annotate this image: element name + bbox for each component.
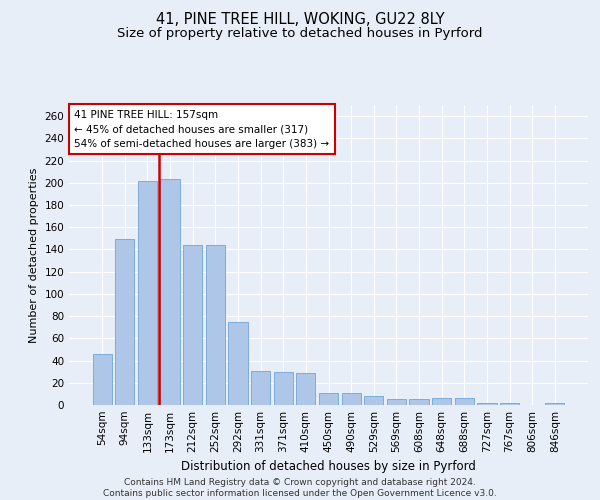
Bar bbox=[138, 180, 157, 405]
Bar bbox=[115, 240, 134, 405]
Bar bbox=[387, 400, 406, 405]
Bar bbox=[545, 403, 565, 405]
Bar bbox=[500, 403, 519, 405]
Bar bbox=[296, 373, 316, 405]
Text: 41 PINE TREE HILL: 157sqm
← 45% of detached houses are smaller (317)
54% of semi: 41 PINE TREE HILL: 157sqm ← 45% of detac… bbox=[74, 110, 329, 149]
Bar bbox=[477, 403, 497, 405]
Bar bbox=[160, 180, 180, 405]
Bar bbox=[92, 354, 112, 405]
Bar bbox=[455, 398, 474, 405]
Text: Contains HM Land Registry data © Crown copyright and database right 2024.
Contai: Contains HM Land Registry data © Crown c… bbox=[103, 478, 497, 498]
X-axis label: Distribution of detached houses by size in Pyrford: Distribution of detached houses by size … bbox=[181, 460, 476, 473]
Bar bbox=[341, 393, 361, 405]
Text: 41, PINE TREE HILL, WOKING, GU22 8LY: 41, PINE TREE HILL, WOKING, GU22 8LY bbox=[155, 12, 445, 28]
Bar bbox=[274, 372, 293, 405]
Bar bbox=[319, 393, 338, 405]
Bar bbox=[364, 396, 383, 405]
Bar bbox=[206, 245, 225, 405]
Bar bbox=[409, 400, 428, 405]
Bar bbox=[432, 398, 451, 405]
Text: Size of property relative to detached houses in Pyrford: Size of property relative to detached ho… bbox=[117, 28, 483, 40]
Bar bbox=[183, 245, 202, 405]
Y-axis label: Number of detached properties: Number of detached properties bbox=[29, 168, 39, 342]
Bar bbox=[229, 322, 248, 405]
Bar bbox=[251, 370, 270, 405]
